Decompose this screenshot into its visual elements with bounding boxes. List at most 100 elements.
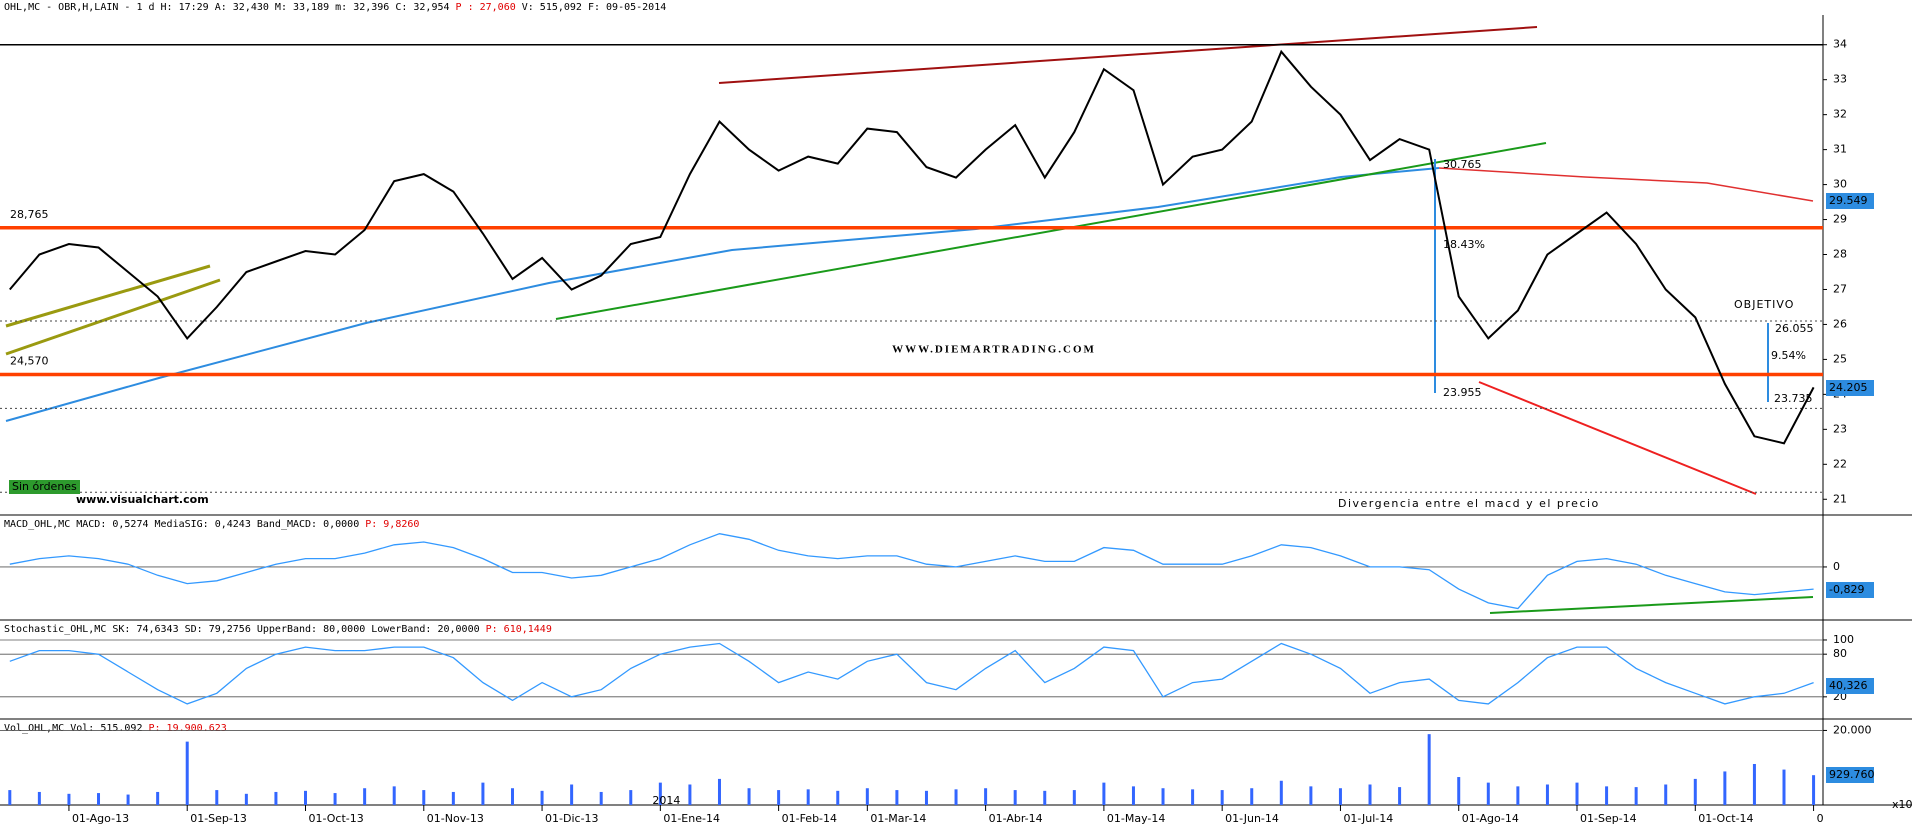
value-tag: 24.205 — [1829, 381, 1868, 394]
annotation: 23.735 — [1774, 392, 1813, 405]
x-tick-label: 01-Abr-14 — [989, 812, 1043, 825]
x-tick-label: 01-Ago-13 — [72, 812, 129, 825]
header-part: Vol_OHL,MC Vol: 515.092 — [4, 723, 142, 734]
volume-bar — [392, 786, 396, 805]
header-part: P: 19.900.623 — [148, 723, 226, 734]
volume-bar — [924, 790, 928, 805]
volume-bar — [629, 790, 633, 805]
indicator-line — [9, 533, 1814, 610]
header-part: P: 610,1449 — [486, 624, 552, 635]
level-label: 24,570 — [10, 354, 49, 367]
volume-bar — [984, 788, 988, 805]
indicator-line — [9, 642, 1814, 705]
trend-line — [718, 26, 1538, 84]
x-tick-label: 01-May-14 — [1107, 812, 1165, 825]
panel-header: OHL,MC - OBR,H,LAIN - 1 d H: 17:29 A: 32… — [4, 2, 666, 13]
volume-bar — [1812, 775, 1816, 805]
y-tick-label: 26 — [1833, 317, 1847, 330]
volume-bar — [658, 782, 662, 805]
annotation: 26.055 — [1775, 322, 1814, 335]
volume-bar — [304, 790, 307, 805]
panel-header: MACD_OHL,MC MACD: 0,5274 MediaSIG: 0,424… — [4, 519, 419, 530]
y-tick-label: 20.000 — [1833, 723, 1872, 736]
y-tick-label: 25 — [1833, 352, 1847, 365]
x-tick-label: 01-Ene-14 — [663, 812, 720, 825]
y-tick-label: 27 — [1833, 282, 1847, 295]
x-tick-label: 01-Oct-14 — [1698, 812, 1753, 825]
volume-bar — [333, 793, 337, 805]
volume-bar — [1043, 790, 1047, 805]
volume-bar — [895, 790, 899, 805]
x-tick-label: 01-Jun-14 — [1225, 812, 1279, 825]
volume-bar — [777, 790, 781, 805]
value-tag: -0,829 — [1829, 583, 1864, 596]
volume-bar — [8, 790, 12, 805]
volume-bar — [688, 784, 692, 805]
value-tag: 40,326 — [1829, 679, 1868, 692]
volume-bar — [1338, 788, 1342, 805]
volume-bar — [1516, 786, 1520, 805]
header-part: P: 9,8260 — [365, 519, 419, 530]
volume-bar — [1634, 787, 1638, 805]
annotation: Divergencia entre el macd y el precio — [1338, 497, 1600, 510]
volume-bar — [97, 793, 101, 805]
volume-bar — [836, 790, 840, 805]
x-tick-label: 01-Jul-14 — [1343, 812, 1393, 825]
volume-bar — [1398, 787, 1402, 805]
value-tag-box — [1826, 678, 1874, 694]
volume-bar — [1782, 769, 1786, 805]
volume-bar — [363, 788, 367, 805]
volume-bar — [1605, 786, 1609, 805]
volume-bar — [481, 782, 485, 805]
year-label: 2014 — [652, 794, 680, 807]
volume-bar — [215, 790, 219, 805]
volume-bar — [1575, 782, 1579, 805]
volume-bar — [1752, 763, 1756, 805]
volume-bar — [1427, 734, 1431, 805]
volume-bar — [747, 788, 751, 805]
volume-bar — [422, 790, 426, 805]
order-badge — [9, 480, 80, 494]
moving-average — [5, 167, 1440, 422]
volume-bar — [1131, 786, 1135, 805]
volume-bar — [599, 791, 603, 805]
header-part: MACD_OHL,MC MACD: 0,5274 MediaSIG: 0,424… — [4, 519, 359, 530]
value-tag: 29.549 — [1829, 194, 1868, 207]
header-part: P : 27,060 — [456, 2, 516, 13]
y-tick-label: 34 — [1833, 38, 1847, 51]
annotation: Sin órdenes — [12, 480, 77, 493]
volume-bar — [244, 793, 248, 805]
volume-bar — [865, 788, 869, 805]
x-tick-label: 01-Ago-14 — [1462, 812, 1519, 825]
x-tick-label: 01-Feb-14 — [782, 812, 837, 825]
y-tick-label: 80 — [1833, 647, 1847, 660]
x-tick-label: 01-Sep-13 — [190, 812, 247, 825]
volume-bar — [274, 791, 278, 805]
trend-line — [555, 142, 1547, 320]
value-tag-box — [1826, 193, 1874, 209]
volume-bar — [1220, 790, 1224, 805]
scale-label: x100 — [1892, 798, 1912, 811]
value-tag-box — [1826, 380, 1874, 396]
x-tick-label: 01-Mar-14 — [870, 812, 926, 825]
annotation: OBJETIVO — [1734, 298, 1794, 311]
volume-bar — [806, 789, 810, 805]
volume-bar — [1486, 782, 1490, 805]
volume-bar — [126, 794, 130, 805]
volume-bar — [954, 789, 958, 805]
volume-bar — [540, 790, 544, 805]
volume-bar — [1072, 790, 1076, 805]
y-tick-label: 29 — [1833, 213, 1847, 226]
y-tick-label: 22 — [1833, 457, 1847, 470]
volume-bar — [1161, 788, 1165, 805]
annotation: 30.765 — [1443, 158, 1482, 171]
y-tick-label: 0 — [1833, 560, 1840, 573]
annotation: 9.54% — [1771, 349, 1806, 362]
annotation: 23.955 — [1443, 386, 1482, 399]
panel-header: Vol_OHL,MC Vol: 515.092 P: 19.900.623 — [4, 723, 227, 734]
value-tag-box — [1826, 767, 1874, 783]
annotation: 18.43% — [1443, 238, 1485, 251]
